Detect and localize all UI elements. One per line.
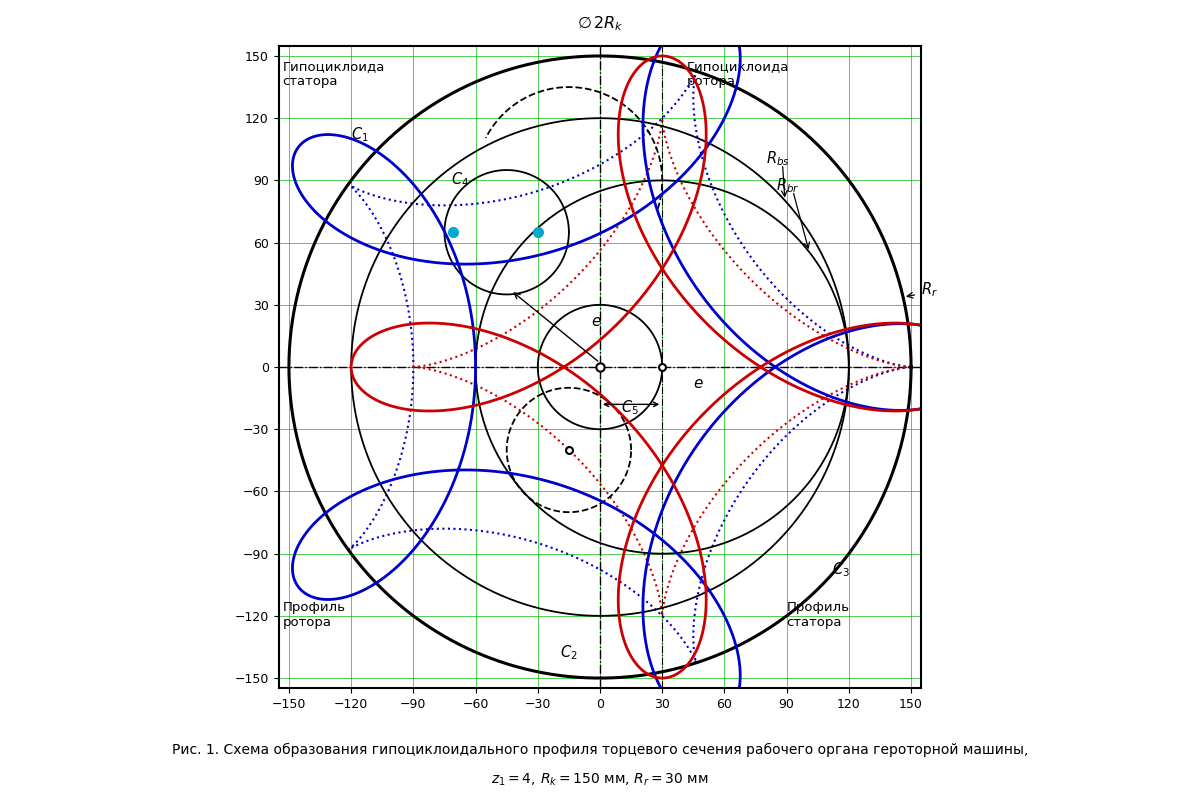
Text: $C_2$: $C_2$ [560,643,577,662]
Text: $R_{br}$: $R_{br}$ [776,176,799,196]
Text: $z_1 = 4,\, R_k = 150$ мм, $R_r = 30$ мм: $z_1 = 4,\, R_k = 150$ мм, $R_r = 30$ мм [491,772,709,788]
Text: $C_5$: $C_5$ [620,399,638,417]
Text: Профиль
статора: Профиль статора [787,602,850,630]
Text: $C_3$: $C_3$ [833,560,850,579]
Text: $\varnothing\, 2R_k$: $\varnothing\, 2R_k$ [577,14,623,34]
Text: $C_1$: $C_1$ [352,125,368,144]
Text: $R_r$: $R_r$ [922,280,938,299]
Text: $C_4$: $C_4$ [451,171,469,189]
Text: Гипоциклоида
ротора: Гипоциклоида ротора [688,60,790,88]
Text: Гипоциклоида
статора: Гипоциклоида статора [283,60,385,88]
Text: Рис. 1. Схема образования гипоциклоидального профиля торцевого сечения рабочего : Рис. 1. Схема образования гипоциклоидаль… [172,743,1028,757]
Text: $e$: $e$ [590,314,601,329]
Text: $e$: $e$ [694,376,704,391]
Text: $R_{bs}$: $R_{bs}$ [766,150,790,168]
Text: Профиль
ротора: Профиль ротора [283,602,346,630]
